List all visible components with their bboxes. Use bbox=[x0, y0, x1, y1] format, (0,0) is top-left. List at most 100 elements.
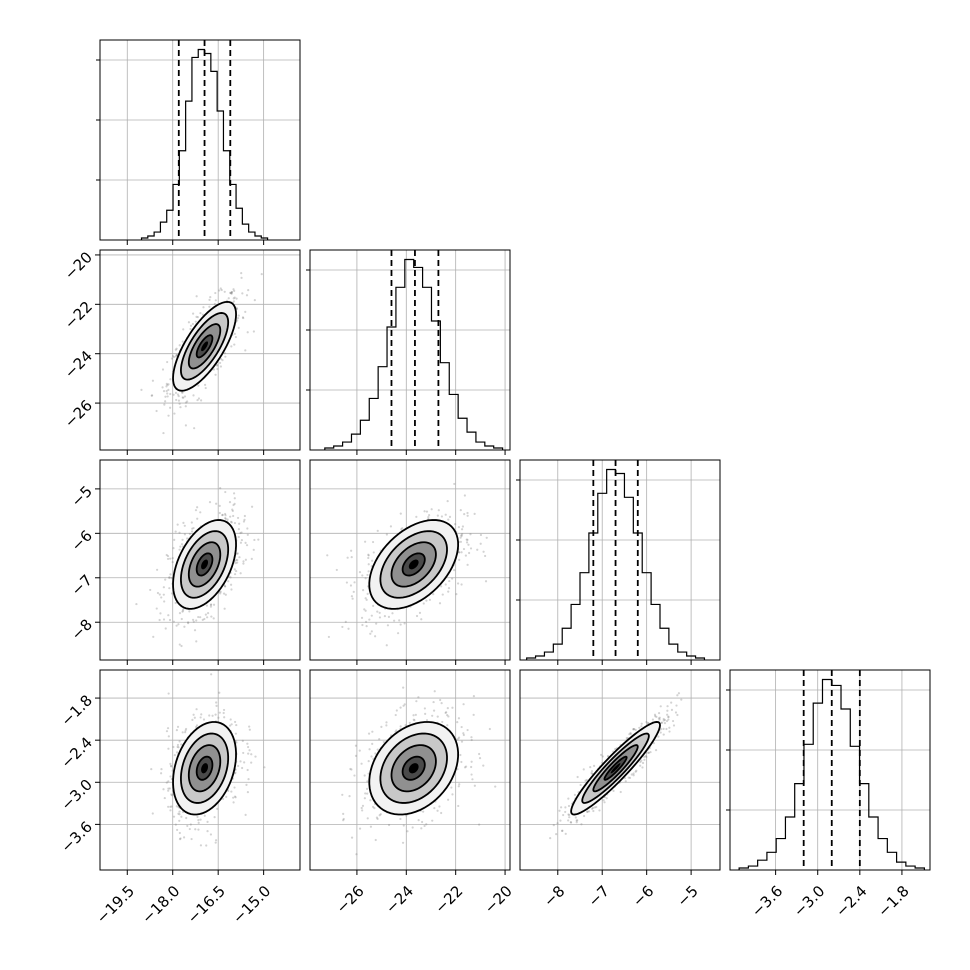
scatter-point bbox=[169, 557, 172, 560]
scatter-point bbox=[166, 395, 169, 398]
scatter-point bbox=[378, 738, 381, 741]
scatter-point bbox=[181, 391, 184, 394]
scatter-point bbox=[469, 533, 472, 536]
scatter-point bbox=[446, 714, 449, 717]
scatter-point bbox=[460, 551, 463, 554]
scatter-point bbox=[247, 778, 250, 781]
scatter-point bbox=[234, 796, 237, 799]
scatter-point bbox=[168, 576, 171, 579]
scatter-point bbox=[179, 406, 182, 409]
scatter-point bbox=[175, 751, 179, 754]
scatter-point bbox=[438, 602, 442, 605]
scatter-point bbox=[367, 554, 370, 557]
scatter-point bbox=[485, 536, 488, 539]
scatter-point bbox=[215, 364, 219, 367]
scatter-point bbox=[195, 724, 199, 727]
scatter-point bbox=[235, 558, 238, 562]
scatter-point bbox=[590, 770, 594, 773]
panel-1-1 bbox=[306, 249, 511, 455]
scatter-point bbox=[214, 839, 218, 842]
density-peak bbox=[201, 763, 209, 774]
scatter-point bbox=[459, 536, 462, 539]
scatter-point bbox=[263, 766, 266, 769]
scatter-point bbox=[668, 730, 671, 733]
scatter-point bbox=[176, 523, 179, 526]
scatter-point bbox=[223, 290, 226, 293]
scatter-point bbox=[221, 514, 224, 517]
scatter-point bbox=[160, 596, 163, 599]
scatter-point bbox=[385, 533, 388, 536]
scatter-point bbox=[229, 291, 233, 295]
scatter-point bbox=[219, 365, 223, 368]
scatter-point bbox=[371, 730, 374, 733]
scatter-point bbox=[150, 768, 153, 771]
scatter-point bbox=[350, 595, 354, 598]
scatter-point bbox=[239, 572, 242, 575]
scatter-point bbox=[400, 528, 403, 531]
scatter-point bbox=[464, 765, 468, 768]
scatter-point bbox=[162, 390, 166, 393]
scatter-point bbox=[183, 533, 186, 536]
scatter-point bbox=[668, 726, 671, 729]
scatter-point bbox=[625, 736, 628, 740]
scatter-point bbox=[243, 514, 246, 518]
scatter-point bbox=[641, 761, 645, 765]
scatter-point bbox=[465, 538, 468, 541]
scatter-point bbox=[428, 514, 431, 517]
scatter-point bbox=[243, 518, 246, 521]
scatter-point bbox=[158, 593, 161, 596]
scatter-point bbox=[676, 694, 679, 697]
scatter-point bbox=[184, 401, 188, 404]
scatter-point bbox=[244, 310, 247, 313]
scatter-point bbox=[350, 549, 353, 552]
scatter-point bbox=[184, 405, 187, 408]
scatter-point bbox=[403, 703, 406, 706]
scatter-point bbox=[447, 587, 451, 590]
scatter-point bbox=[190, 530, 194, 533]
scatter-point bbox=[364, 577, 367, 580]
scatter-point bbox=[182, 328, 185, 331]
scatter-point bbox=[190, 837, 193, 841]
scatter-point bbox=[598, 809, 601, 812]
scatter-point bbox=[568, 816, 571, 819]
scatter-point bbox=[555, 832, 558, 836]
scatter-point bbox=[344, 620, 347, 623]
panel-3-1: −26 −24 −22 −20 bbox=[309, 669, 516, 917]
scatter-point bbox=[181, 731, 184, 734]
scatter-point bbox=[223, 716, 226, 719]
scatter-point bbox=[478, 752, 481, 756]
scatter-point bbox=[246, 527, 249, 530]
scatter-point bbox=[349, 767, 352, 771]
scatter-point bbox=[230, 290, 233, 294]
scatter-point bbox=[420, 827, 423, 830]
y-tick-label: −1.8 bbox=[58, 691, 96, 729]
scatter-point bbox=[371, 805, 375, 808]
scatter-point bbox=[232, 801, 235, 804]
scatter-point bbox=[230, 723, 233, 726]
scatter-point bbox=[200, 399, 203, 402]
scatter-point bbox=[178, 612, 182, 615]
scatter-point bbox=[660, 728, 663, 731]
scatter-point bbox=[605, 797, 608, 800]
scatter-point bbox=[235, 723, 238, 727]
scatter-point bbox=[366, 592, 369, 595]
scatter-point bbox=[175, 729, 178, 732]
panel-2-0: −8 −7 −6 −5 bbox=[68, 459, 301, 665]
scatter-point bbox=[366, 792, 369, 795]
scatter-point bbox=[196, 316, 199, 319]
scatter-point bbox=[352, 590, 355, 593]
scatter-point bbox=[602, 799, 605, 802]
scatter-point bbox=[237, 527, 240, 531]
scatter-point bbox=[181, 538, 184, 541]
scatter-point bbox=[166, 383, 169, 387]
scatter-point bbox=[378, 611, 381, 614]
scatter-point bbox=[463, 512, 466, 516]
scatter-point bbox=[235, 741, 238, 744]
scatter-point bbox=[221, 359, 224, 362]
scatter-point bbox=[197, 397, 201, 400]
scatter-point bbox=[413, 719, 416, 722]
scatter-point bbox=[420, 820, 424, 824]
scatter-point bbox=[168, 587, 171, 590]
scatter-point bbox=[212, 368, 216, 371]
scatter-point bbox=[427, 516, 430, 519]
